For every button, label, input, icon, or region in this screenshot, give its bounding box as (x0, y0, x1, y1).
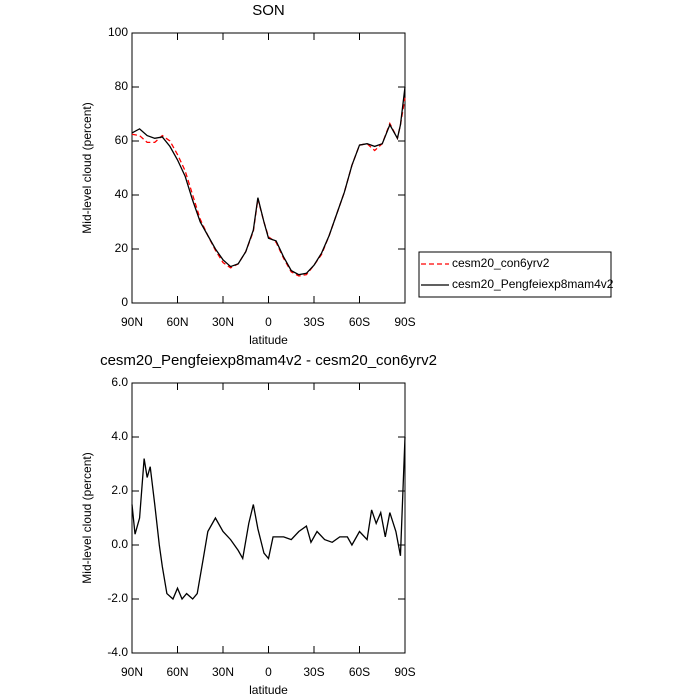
x-tick-label: 90N (121, 315, 143, 329)
y-axis-label: Mid-level cloud (percent) (80, 452, 94, 583)
y-tick-label: 100 (108, 25, 128, 39)
x-tick-label: 60N (166, 315, 188, 329)
y-tick-label: 0.0 (111, 537, 128, 551)
legend-label: cesm20_Pengfeiexp8mam4v2 (452, 277, 614, 291)
y-tick-label: 80 (115, 79, 129, 93)
chart-title: cesm20_Pengfeiexp8mam4v2 - cesm20_con6yr… (100, 352, 437, 369)
y-tick-label: 2.0 (111, 483, 128, 497)
y-tick-label: -2.0 (107, 591, 128, 605)
plot-frame (131, 382, 406, 654)
x-tick-label: 90N (121, 665, 143, 679)
y-tick-label: 4.0 (111, 429, 128, 443)
line-series (131, 97, 406, 277)
y-tick-label: -4.0 (107, 645, 128, 659)
y-tick-label: 0 (121, 295, 128, 309)
x-tick-label: 90S (394, 315, 415, 329)
y-tick-label: 60 (115, 133, 129, 147)
chart-title: SON (252, 2, 285, 19)
x-tick-label: 30N (212, 315, 234, 329)
y-tick-label: 40 (115, 187, 129, 201)
x-axis-label: latitude (249, 333, 288, 347)
x-tick-label: 30S (303, 665, 324, 679)
y-tick-label: 20 (115, 241, 129, 255)
y-axis-label: Mid-level cloud (percent) (80, 102, 94, 233)
x-tick-label: 60S (349, 315, 370, 329)
plot-frame (131, 32, 406, 304)
x-tick-label: 30N (212, 665, 234, 679)
x-tick-label: 0 (265, 665, 272, 679)
x-tick-label: 30S (303, 315, 324, 329)
x-tick-label: 0 (265, 315, 272, 329)
line-series (131, 86, 406, 276)
x-axis-label: latitude (249, 683, 288, 697)
x-tick-label: 60N (166, 665, 188, 679)
x-tick-label: 90S (394, 665, 415, 679)
line-series (131, 436, 406, 601)
y-tick-label: 6.0 (111, 375, 128, 389)
legend-box (418, 251, 612, 298)
legend-label: cesm20_con6yrv2 (452, 256, 550, 270)
x-tick-label: 60S (349, 665, 370, 679)
